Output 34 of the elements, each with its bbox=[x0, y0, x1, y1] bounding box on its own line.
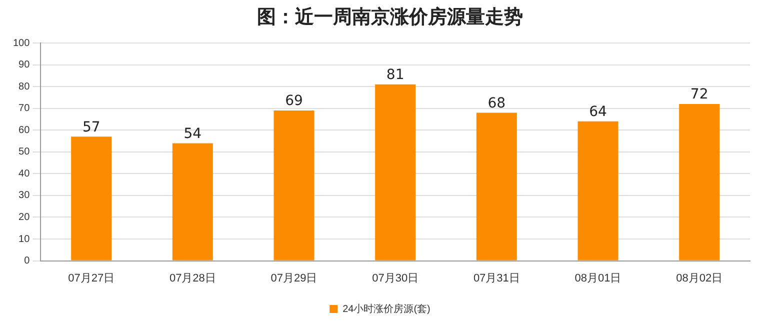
bar bbox=[274, 110, 314, 260]
data-label: 57 bbox=[82, 119, 100, 136]
y-tick-label: 60 bbox=[18, 124, 30, 136]
y-tick-label: 70 bbox=[18, 103, 30, 114]
y-tick-label: 0 bbox=[24, 256, 30, 267]
y-tick-label: 30 bbox=[18, 190, 30, 202]
y-tick-label: 100 bbox=[12, 38, 30, 49]
x-tick-label: 07月29日 bbox=[270, 272, 318, 284]
data-label: 69 bbox=[285, 93, 303, 110]
x-tick-label: 07月27日 bbox=[68, 272, 115, 284]
bar bbox=[679, 104, 720, 260]
data-label: 81 bbox=[386, 67, 404, 84]
data-label: 72 bbox=[690, 86, 708, 103]
x-tick-label: 08月01日 bbox=[574, 272, 622, 284]
data-label: 64 bbox=[589, 104, 607, 120]
x-tick-label: 08月02日 bbox=[676, 272, 723, 284]
x-tick-label: 07月28日 bbox=[169, 272, 216, 284]
bar bbox=[71, 136, 112, 260]
y-tick-label: 40 bbox=[18, 168, 30, 180]
y-tick-label: 80 bbox=[18, 81, 30, 92]
chart-title: 图：近一周南京涨价房源量走势 bbox=[256, 5, 524, 30]
bar bbox=[375, 84, 416, 260]
legend-label: 24小时涨价房源(套) bbox=[342, 302, 430, 315]
x-tick-label: 07月30日 bbox=[372, 272, 419, 284]
y-tick-label: 10 bbox=[18, 234, 30, 245]
data-label: 54 bbox=[184, 126, 202, 142]
bar bbox=[172, 143, 213, 260]
y-tick-label: 90 bbox=[18, 60, 30, 71]
data-label: 68 bbox=[488, 95, 506, 112]
bar bbox=[476, 112, 517, 260]
x-tick-label: 07月31日 bbox=[473, 272, 520, 284]
y-tick-label: 20 bbox=[18, 212, 30, 223]
bar bbox=[578, 121, 618, 260]
y-tick-label: 50 bbox=[18, 146, 30, 158]
